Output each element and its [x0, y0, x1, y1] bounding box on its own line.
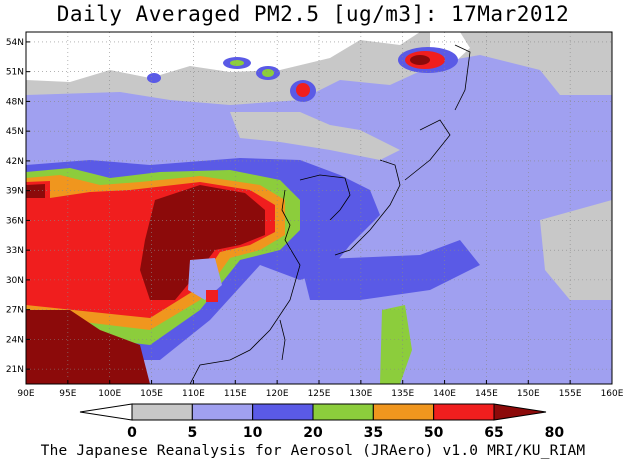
lon-tick-label: 105E: [140, 389, 163, 399]
colorbar-swatch: [312, 403, 374, 421]
lat-tick-label: 39N: [6, 187, 24, 197]
lat-tick-label: 36N: [6, 216, 24, 226]
field-80-plus-central: [140, 185, 265, 300]
lat-tick-label: 30N: [6, 276, 24, 286]
lat-tick-label: 24N: [6, 335, 24, 345]
field-80-plus-west: [26, 184, 45, 198]
field-green-pacific: [380, 305, 412, 384]
lat-tick-label: 51N: [6, 68, 24, 78]
footer-credit: The Japanese Reanalysis for Aerosol (JRA…: [40, 443, 586, 459]
hotspot-4: [230, 60, 244, 66]
lon-tick-label: 120E: [266, 389, 289, 399]
lon-tick-label: 90E: [17, 389, 34, 399]
colorbar: 0 5 10 20 35 50 65 80: [79, 403, 565, 441]
lon-tick-label: 110E: [182, 389, 205, 399]
hotspot-2: [296, 83, 310, 97]
field-red-spot: [206, 290, 218, 302]
lon-tick-label: 160E: [601, 389, 624, 399]
colorbar-max-arrow: [493, 403, 547, 421]
chart-title: Daily Averaged PM2.5 [ug/m3]: 17Mar2012: [56, 2, 570, 26]
lat-tick-label: 27N: [6, 306, 24, 316]
map-grid: [26, 32, 612, 384]
coastlines: [189, 44, 471, 384]
colorbar-level-label: 20: [303, 425, 323, 441]
colorbar-swatch: [433, 403, 495, 421]
colorbar-swatch: [191, 403, 254, 421]
lon-tick-label: 135E: [391, 389, 414, 399]
lat-tick-label: 48N: [6, 97, 24, 107]
hotspot-5: [147, 73, 161, 83]
colorbar-min-arrow: [79, 403, 133, 421]
lon-tick-label: 145E: [475, 389, 498, 399]
latitude-labels: 54N 51N 48N 45N 42N 39N 36N 33N 30N 27N 24N 21N: [6, 38, 30, 375]
hotspot-3: [262, 69, 274, 77]
field-grey-korea: [230, 112, 400, 160]
lat-tick-label: 21N: [6, 365, 24, 375]
lon-tick-label: 155E: [559, 389, 582, 399]
lon-tick-label: 115E: [224, 389, 247, 399]
lon-tick-label: 130E: [349, 389, 372, 399]
colorbar-level-label: 0: [127, 425, 137, 441]
field-20-35-east: [300, 240, 480, 300]
colorbar-level-label: 10: [243, 425, 263, 441]
lat-tick-label: 45N: [6, 127, 24, 137]
colorbar-level-label: 50: [424, 425, 444, 441]
colorbar-level-label: 35: [364, 425, 383, 441]
hotspot-sakhalin-core: [410, 55, 430, 65]
colorbar-swatch: [252, 403, 314, 421]
field-pocket: [188, 258, 222, 300]
field-0-5-north: [26, 32, 420, 82]
lon-tick-label: 95E: [59, 389, 76, 399]
colorbar-swatch: [372, 403, 435, 421]
colorbar-level-label: 80: [545, 425, 565, 441]
field-80-plus-south: [26, 310, 150, 384]
lon-tick-label: 100E: [98, 389, 121, 399]
colorbar-level-label: 65: [484, 425, 503, 441]
lat-tick-label: 54N: [6, 38, 24, 48]
colorbar-swatch: [131, 403, 193, 421]
field-grey-pacific: [540, 200, 612, 300]
longitude-labels: 90E 95E 100E 105E 110E 115E 120E 125E 130E 135E 14…: [17, 380, 624, 399]
lon-tick-label: 150E: [517, 389, 540, 399]
lat-tick-label: 33N: [6, 246, 24, 256]
lon-tick-label: 125E: [308, 389, 331, 399]
lat-tick-label: 42N: [6, 157, 24, 167]
colorbar-level-label: 5: [187, 425, 197, 441]
lon-tick-label: 140E: [433, 389, 456, 399]
